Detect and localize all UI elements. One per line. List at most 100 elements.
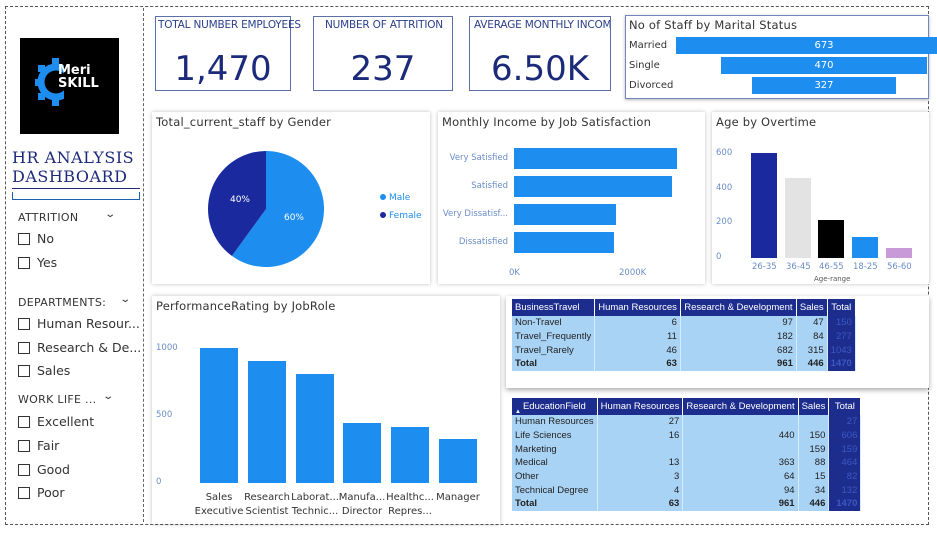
table-row[interactable]: Technical Degree 4 94 34 132 (512, 483, 862, 498)
x-tick-label: 18-25 (853, 262, 878, 272)
slicer-option-wl-excellent[interactable]: Excellent (18, 414, 94, 429)
slicer-option-dept-sales[interactable]: Sales (18, 363, 70, 378)
bar-jobrole[interactable] (391, 427, 429, 483)
row-label: Life Sciences (512, 428, 598, 443)
column-header[interactable]: Sales (796, 299, 828, 316)
bar-age-46-55[interactable] (818, 219, 844, 258)
checkbox[interactable] (18, 364, 30, 377)
column-header[interactable]: Research & Development (682, 398, 799, 415)
table-cell: 27 (828, 415, 862, 429)
bar-marital-single[interactable]: 470 (720, 57, 928, 74)
bar-age-56-60[interactable] (886, 248, 912, 258)
bar-income[interactable] (514, 176, 672, 197)
column-header[interactable]: Total (828, 398, 862, 415)
kpi-value: 6.50K (491, 49, 589, 89)
column-header[interactable]: Human Resources (597, 398, 684, 415)
checkbox[interactable] (18, 232, 30, 245)
x-tick-line2: Director (341, 506, 383, 517)
pie-slice-female[interactable] (208, 151, 266, 256)
bar-jobrole[interactable] (296, 374, 334, 483)
slicer-option-attrition-yes[interactable]: Yes (18, 255, 57, 270)
y-tick-label: 400 (716, 182, 733, 193)
column-header[interactable]: Sales (798, 398, 830, 415)
column-header[interactable]: Total (827, 299, 856, 316)
y-tick-label: 500 (156, 410, 173, 420)
chart-title: Monthly Income by Job Satisfaction (442, 115, 652, 129)
age-overtime-chart: Age by Overtime 600 400 200 0 26-35 36-45 46-5… (712, 112, 929, 284)
checkbox[interactable] (18, 317, 30, 330)
x-tick-label: 26-35 (752, 262, 777, 272)
table-row[interactable]: Other 3 64 15 82 (512, 469, 862, 484)
row-label: Marketing (512, 442, 598, 457)
checkbox[interactable] (18, 341, 30, 354)
slicer-option-wl-fair[interactable]: Fair (18, 438, 59, 453)
x-tick-label: 0K (509, 268, 520, 278)
bar-marital-divorced[interactable]: 327 (752, 77, 896, 94)
chevron-down-icon[interactable]: ⌄ (102, 391, 115, 402)
column-header[interactable]: Research & Development (680, 299, 797, 316)
column-header[interactable]: Human Resources (594, 299, 681, 316)
kpi-value: 1,470 (174, 49, 272, 89)
legend-label: Female (389, 211, 422, 221)
sort-indicator-icon[interactable]: ▲ (515, 409, 521, 415)
bar-age-26-35[interactable] (751, 152, 777, 258)
table-cell: 63 (597, 497, 684, 511)
table-cell (597, 442, 684, 457)
checkbox[interactable] (18, 463, 30, 476)
checkbox[interactable] (18, 486, 30, 499)
category-label: Married (629, 40, 668, 51)
chevron-down-icon[interactable]: ⌄ (104, 209, 117, 220)
x-tick-label: 36-45 (786, 262, 811, 272)
slicer-worklife-title: WORK LIFE ... (18, 393, 97, 406)
table-cell: 464 (828, 456, 862, 470)
bar-income[interactable] (514, 148, 677, 169)
option-label: Yes (37, 255, 58, 270)
table-header-row: ▲ EducationField Human Resources Research &… (512, 398, 862, 415)
checkbox[interactable] (18, 415, 30, 428)
x-tick-label: Manager (433, 491, 483, 505)
bar-jobrole[interactable] (439, 438, 477, 483)
bar-income[interactable] (514, 232, 615, 253)
slicer-option-dept-hr[interactable]: Human Resour... (18, 316, 140, 331)
slicer-option-attrition-no[interactable]: No (18, 231, 54, 246)
pie-slice-male[interactable] (231, 151, 324, 267)
table-row[interactable]: Travel_Frequently 11 182 84 277 (512, 329, 856, 344)
bar-age-36-45[interactable] (785, 177, 811, 258)
gender-pie[interactable]: 60% 40% (152, 112, 430, 284)
slicer-option-dept-rd[interactable]: Research & De... (18, 340, 141, 355)
bar-income[interactable] (514, 204, 617, 225)
table-cell: 16 (597, 428, 684, 443)
table-row[interactable]: Non-Travel 6 97 47 150 (512, 316, 856, 330)
bar-jobrole[interactable] (343, 422, 381, 483)
y-tick-label: 0 (156, 477, 162, 487)
table-row[interactable]: Life Sciences 16 440 150 606 (512, 428, 862, 443)
gender-chart: Total_current_staff by Gender 60% 40% Mal… (152, 112, 430, 284)
table-row[interactable]: Medical 13 363 88 464 (512, 456, 862, 470)
bar-age-18-25[interactable] (852, 236, 878, 258)
kpi-label: NUMBER OF ATTRITION (325, 19, 443, 31)
bar-marital-married[interactable]: 673 (676, 37, 937, 54)
x-tick-label: 2000K (619, 268, 647, 278)
legend-swatch (380, 212, 386, 218)
bar-jobrole[interactable] (248, 361, 286, 483)
table-total-row[interactable]: Total 63 961 446 1470 (512, 357, 856, 371)
slicer-attrition-title: ATTRITION (18, 211, 79, 224)
bar-jobrole[interactable] (200, 348, 238, 483)
checkbox[interactable] (18, 256, 30, 269)
column-header-row-field[interactable]: ▲ EducationField (512, 398, 598, 415)
chevron-down-icon[interactable]: ⌄ (119, 294, 132, 305)
table-row[interactable]: Travel_Rarely 46 682 315 1043 (512, 343, 856, 358)
table-row[interactable]: Human Resources 27 27 (512, 415, 862, 429)
table-total-row[interactable]: Total 63 961 446 1470 (512, 497, 862, 511)
x-tick-line1: Sales (205, 492, 233, 503)
dashboard-title: HR ANALYSIS DASHBOARD (12, 148, 140, 189)
table-row[interactable]: Marketing 159 159 (512, 442, 862, 457)
column-header-row-field[interactable]: BusinessTravel (512, 299, 596, 316)
performance-jobrole-chart: PerformanceRating by JobRole 1000 500 0 Sal… (152, 296, 500, 524)
logo-line-2: SKILL (58, 76, 99, 91)
slicer-option-wl-good[interactable]: Good (18, 462, 70, 477)
slicer-option-wl-poor[interactable]: Poor (18, 485, 65, 500)
table-cell: 440 (682, 428, 799, 443)
checkbox[interactable] (18, 439, 30, 452)
row-label: Total (512, 357, 596, 371)
